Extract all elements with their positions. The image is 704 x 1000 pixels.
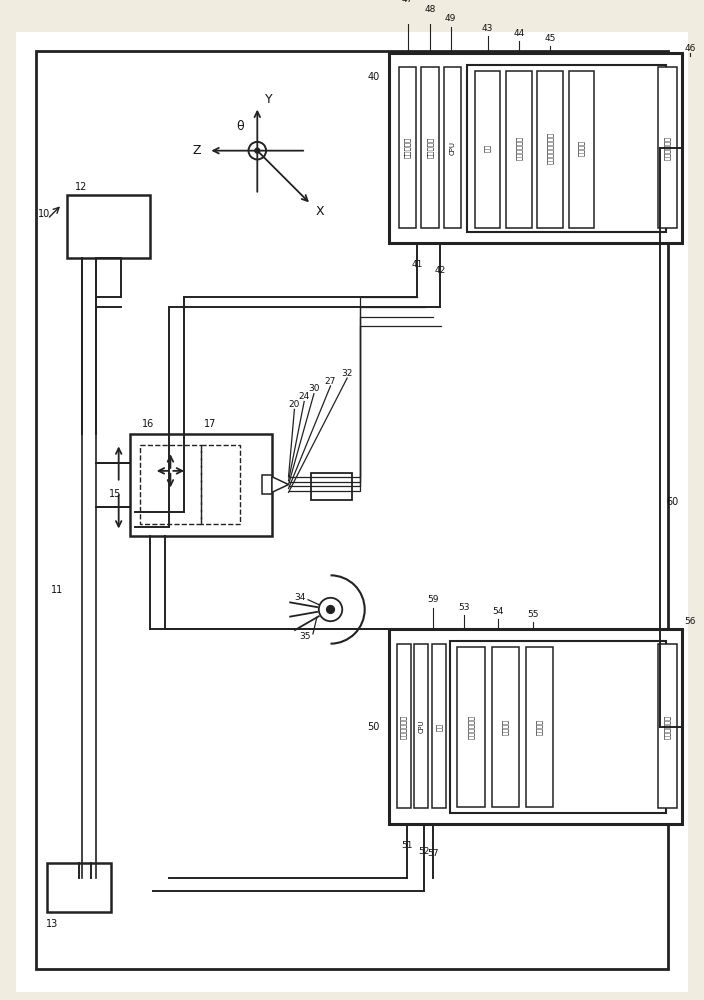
Bar: [450, 641, 667, 813]
Text: 48: 48: [425, 5, 436, 14]
Polygon shape: [272, 477, 289, 492]
Bar: [658, 644, 677, 808]
Text: 54: 54: [493, 607, 504, 616]
Text: θ: θ: [236, 120, 244, 133]
Bar: [421, 67, 439, 228]
Text: Z: Z: [192, 144, 201, 157]
Text: 27: 27: [325, 377, 337, 386]
Bar: [415, 644, 428, 808]
Text: 42: 42: [434, 266, 446, 275]
Bar: [397, 644, 410, 808]
Bar: [444, 67, 461, 228]
Text: 11: 11: [51, 585, 63, 595]
Text: 49: 49: [445, 14, 456, 23]
Bar: [201, 445, 240, 524]
Bar: [506, 71, 532, 228]
Text: 数据总线接口: 数据总线接口: [664, 715, 671, 739]
Text: 41: 41: [412, 260, 423, 269]
Bar: [475, 71, 501, 228]
Text: 51: 51: [401, 841, 413, 850]
Text: 60: 60: [666, 497, 679, 507]
Bar: [389, 53, 682, 243]
Bar: [47, 863, 111, 912]
Text: X: X: [316, 205, 325, 218]
Text: 47: 47: [402, 0, 413, 4]
Text: CPU: CPU: [450, 141, 455, 155]
Text: 46: 46: [684, 44, 696, 53]
Circle shape: [255, 148, 260, 153]
Text: 13: 13: [46, 919, 58, 929]
Text: 50: 50: [367, 722, 379, 732]
Bar: [140, 445, 201, 524]
Text: 34: 34: [295, 593, 306, 602]
Text: 数据总线接口: 数据总线接口: [664, 136, 671, 160]
Text: 44: 44: [513, 29, 524, 38]
Text: 闪光灯界面: 闪光灯界面: [427, 137, 434, 158]
Bar: [458, 647, 485, 807]
Text: 内存: 内存: [436, 723, 442, 731]
Bar: [262, 475, 272, 494]
Text: 摄影机接口: 摄影机接口: [404, 137, 411, 158]
Text: 修正程序: 修正程序: [502, 719, 508, 735]
Text: 32: 32: [341, 369, 353, 378]
Text: 57: 57: [427, 849, 439, 858]
Text: 10: 10: [37, 209, 50, 219]
Text: CPU: CPU: [418, 720, 425, 733]
Bar: [130, 434, 272, 536]
Bar: [569, 71, 594, 228]
Text: 控制数据: 控制数据: [536, 719, 543, 735]
Bar: [399, 67, 417, 228]
Bar: [658, 67, 677, 228]
Circle shape: [327, 606, 334, 613]
Text: 30: 30: [308, 384, 320, 393]
Text: 内存: 内存: [484, 144, 491, 152]
Text: 35: 35: [299, 632, 311, 641]
Text: 12: 12: [75, 182, 87, 192]
Text: 16: 16: [142, 419, 154, 429]
Text: 20: 20: [289, 400, 300, 409]
Text: 相对位置检测程序: 相对位置检测程序: [547, 132, 553, 164]
Text: 移动机构接口: 移动机构接口: [401, 715, 407, 739]
Text: 24: 24: [298, 392, 310, 401]
Text: 位置控制程序: 位置控制程序: [467, 715, 474, 739]
Text: Y: Y: [265, 93, 272, 106]
Text: 控制数据: 控制数据: [578, 140, 585, 156]
Bar: [526, 647, 553, 807]
Bar: [491, 647, 519, 807]
Text: 52: 52: [419, 847, 430, 856]
Text: 40: 40: [367, 72, 379, 82]
Bar: [389, 629, 682, 824]
Text: 59: 59: [427, 595, 439, 604]
Text: 55: 55: [527, 610, 539, 619]
Text: 56: 56: [684, 617, 696, 626]
Text: 43: 43: [482, 24, 494, 33]
Text: 53: 53: [458, 603, 470, 612]
Bar: [311, 473, 352, 500]
Text: 17: 17: [204, 419, 217, 429]
Text: 15: 15: [108, 489, 121, 499]
Text: 45: 45: [544, 34, 556, 43]
Bar: [467, 65, 667, 232]
Bar: [67, 195, 150, 258]
Bar: [432, 644, 446, 808]
Bar: [537, 71, 563, 228]
Text: 影像取得程序: 影像取得程序: [515, 136, 522, 160]
